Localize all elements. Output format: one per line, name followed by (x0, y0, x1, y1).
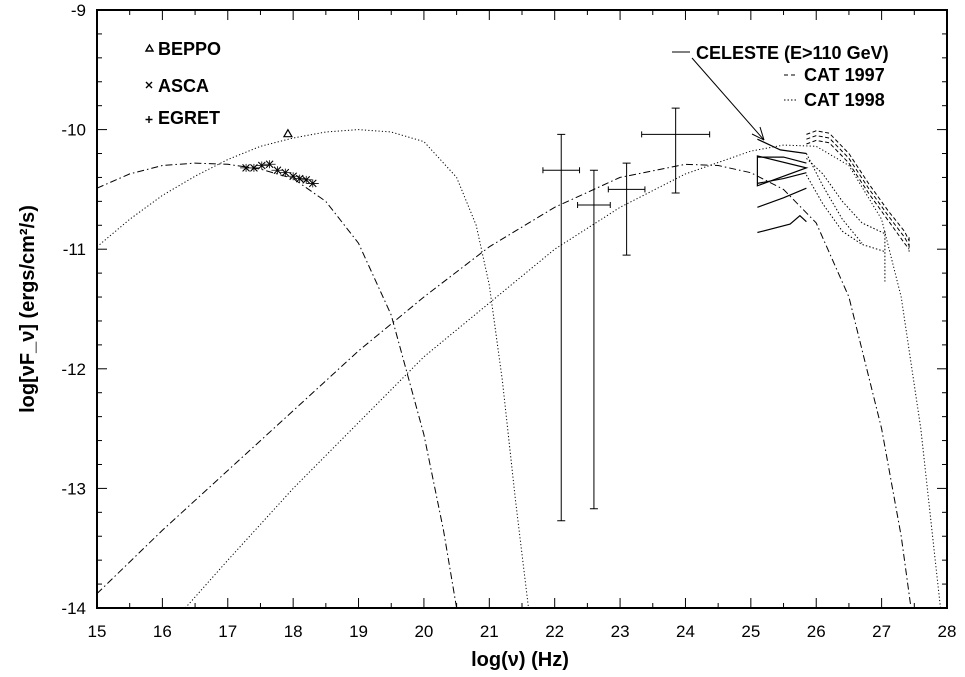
x-tick-label: 19 (349, 622, 368, 641)
x-tick-label: 25 (741, 622, 760, 641)
y-tick-label: -10 (61, 121, 86, 140)
legend-label-cat1997: CAT 1997 (804, 65, 885, 85)
asca-errorbar (306, 179, 319, 188)
cat1998-line (805, 174, 886, 253)
y-tick-label: -11 (63, 240, 86, 259)
asca-errorbar (293, 174, 306, 183)
x-tick-label: 16 (153, 622, 172, 641)
x-tick-label: 23 (611, 622, 630, 641)
legend-left: BEPPO ASCA EGRET (144, 39, 221, 128)
y-tick-label: -13 (61, 479, 86, 498)
x-tick-label: 27 (872, 622, 891, 641)
model-curve-dashdot (97, 162, 458, 608)
cat1998-line (805, 153, 863, 244)
x-tick-label: 15 (88, 622, 107, 641)
legend-right: CELESTE (E>110 GeV) CAT 1997 CAT 1998 (672, 43, 889, 141)
model-curve-dashdot (97, 163, 912, 608)
legend-marker-plus (145, 116, 153, 123)
asca-errorbar (271, 166, 284, 175)
cat1998-line (806, 157, 886, 235)
asca-errorbar (263, 160, 276, 169)
x-tick-label: 21 (480, 622, 499, 641)
celeste-line (757, 138, 807, 155)
x-tick-label: 28 (938, 622, 957, 641)
x-tick-labels: 15 16 17 18 19 20 21 22 23 24 25 26 27 28 (88, 622, 957, 641)
axis-ticks (96, 9, 948, 609)
y-tick-label: -14 (61, 599, 86, 618)
x-tick-label: 17 (218, 622, 237, 641)
x-tick-label: 24 (676, 622, 695, 641)
egret-yerror (622, 162, 631, 256)
beppo-point (282, 128, 293, 138)
legend-label-beppo: BEPPO (158, 39, 221, 59)
celeste-line (757, 214, 807, 234)
celeste-bowtie (756, 155, 809, 187)
celeste-arrow (691, 57, 765, 141)
y-tick-label: -12 (61, 360, 86, 379)
cat1997-line (806, 135, 910, 246)
y-tick-label: -9 (71, 1, 86, 20)
legend-label-cat1998: CAT 1998 (804, 90, 885, 110)
egret-yerror (589, 169, 598, 510)
model-curve-dotted (97, 129, 529, 608)
x-tick-label: 26 (807, 622, 826, 641)
legend-marker-triangle (144, 43, 155, 52)
model-curve-dotted (184, 144, 941, 608)
y-axis-title: log[νF_ν] (ergs/cm²/s) (17, 205, 39, 413)
legend-marker-x (145, 81, 153, 89)
asca-errorbar (247, 163, 260, 172)
asca-errorbar (300, 175, 313, 184)
x-tick-label: 20 (414, 622, 433, 641)
x-axis-title: log(ν) (Hz) (471, 649, 569, 671)
y-tick-labels: -9 -10 -11 -12 -13 -14 (61, 1, 86, 618)
legend-label-egret: EGRET (158, 108, 220, 128)
asca-errorbar (279, 168, 292, 177)
egret-yerror (671, 107, 680, 194)
model-curves (97, 129, 941, 608)
celeste-arrowhead (751, 126, 765, 141)
egret-yerror (557, 133, 566, 522)
asca-errorbar (255, 161, 268, 170)
legend-label-asca: ASCA (158, 76, 209, 96)
x-tick-label: 18 (284, 622, 303, 641)
celeste-line (757, 156, 807, 164)
celeste-line (757, 172, 807, 184)
cat1997-line (806, 130, 910, 242)
data-points (240, 107, 711, 522)
cat1997-line (806, 139, 910, 250)
celeste-spectrum (756, 138, 809, 234)
cat-spectra (805, 130, 910, 282)
celeste-line (757, 187, 807, 208)
x-tick-label: 22 (545, 622, 564, 641)
legend-label-celeste: CELESTE (E>110 GeV) (696, 43, 889, 63)
